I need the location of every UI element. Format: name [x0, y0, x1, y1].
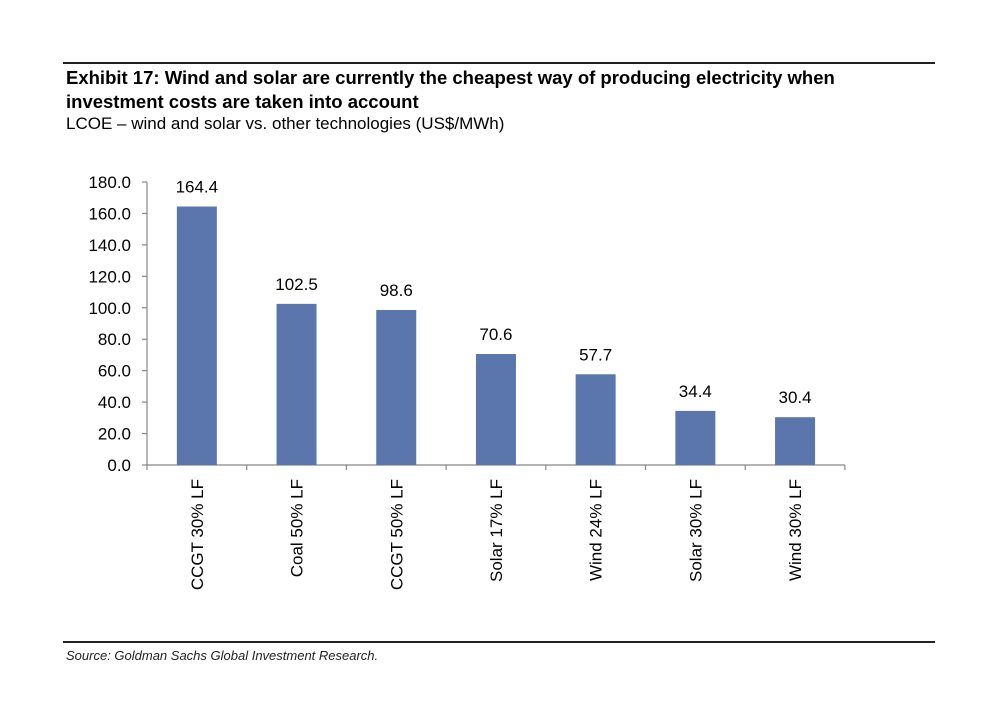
data-label: 98.6: [380, 281, 413, 300]
data-label: 30.4: [779, 388, 812, 407]
y-tick-label: 100.0: [88, 299, 131, 318]
bottom-rule: [63, 641, 935, 643]
y-tick-label: 80.0: [98, 330, 131, 349]
x-tick-label: Wind 30% LF: [786, 479, 805, 581]
bar: [376, 309, 417, 465]
source-note: Source: Goldman Sachs Global Investment …: [66, 648, 379, 663]
chart-title: Exhibit 17: Wind and solar are currently…: [66, 67, 835, 112]
y-tick-label: 60.0: [98, 362, 131, 381]
x-tick-label: CCGT 50% LF: [387, 479, 406, 590]
bar: [575, 374, 616, 465]
x-tick-label: Solar 30% LF: [686, 479, 705, 582]
y-tick-label: 120.0: [88, 267, 131, 286]
y-tick-label: 140.0: [88, 236, 131, 255]
x-tick-label: Wind 24% LF: [587, 479, 606, 581]
y-tick-label: 0.0: [107, 456, 131, 475]
y-tick-label: 180.0: [88, 173, 131, 192]
data-label: 102.5: [275, 275, 318, 294]
data-label: 70.6: [479, 325, 512, 344]
y-tick-label: 20.0: [98, 425, 131, 444]
data-label: 57.7: [579, 345, 612, 364]
chart-subtitle: LCOE – wind and solar vs. other technolo…: [66, 114, 505, 133]
bar: [176, 206, 217, 465]
x-tick-label: Solar 17% LF: [487, 479, 506, 582]
bar: [675, 410, 716, 465]
bar: [775, 417, 816, 465]
x-tick-label: Coal 50% LF: [288, 479, 307, 577]
y-tick-label: 40.0: [98, 393, 131, 412]
y-tick-label: 160.0: [88, 204, 131, 223]
bar: [276, 303, 317, 465]
data-label: 34.4: [679, 382, 712, 401]
data-label: 164.4: [176, 178, 219, 197]
top-rule: [63, 62, 935, 64]
x-tick-label: CCGT 30% LF: [188, 479, 207, 590]
bar: [475, 354, 516, 465]
